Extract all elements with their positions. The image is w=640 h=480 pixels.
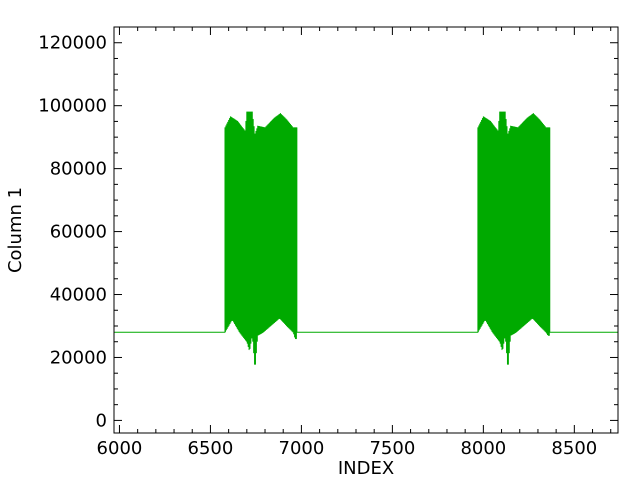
- y-tick-label: 0: [96, 410, 107, 431]
- tick-labels: 6000 6500 7000 7500 8000 8500 0 20000 40000 60000…: [38, 33, 597, 459]
- y-tick-label: 60000: [50, 222, 107, 243]
- ticks-layer: [114, 26, 618, 433]
- y-tick-label: 20000: [50, 347, 107, 368]
- y-axis-title: Column 1: [5, 187, 26, 273]
- x-tick-label: 8000: [460, 438, 506, 459]
- y-tick-label: 80000: [50, 159, 107, 180]
- x-axis-title: INDEX: [338, 458, 394, 479]
- y-tick-label: 100000: [38, 96, 107, 117]
- x-tick-label: 6500: [188, 438, 234, 459]
- series-layer: [114, 111, 618, 365]
- x-tick-label: 7500: [369, 438, 415, 459]
- series-line: [114, 111, 618, 365]
- plot-frame: [113, 26, 619, 434]
- y-tick-label: 120000: [38, 33, 107, 54]
- x-tick-label: 8500: [551, 438, 597, 459]
- y-tick-label: 40000: [50, 285, 107, 306]
- plot-area: [114, 111, 618, 365]
- x-tick-label: 6000: [97, 438, 143, 459]
- x-tick-label: 7000: [279, 438, 325, 459]
